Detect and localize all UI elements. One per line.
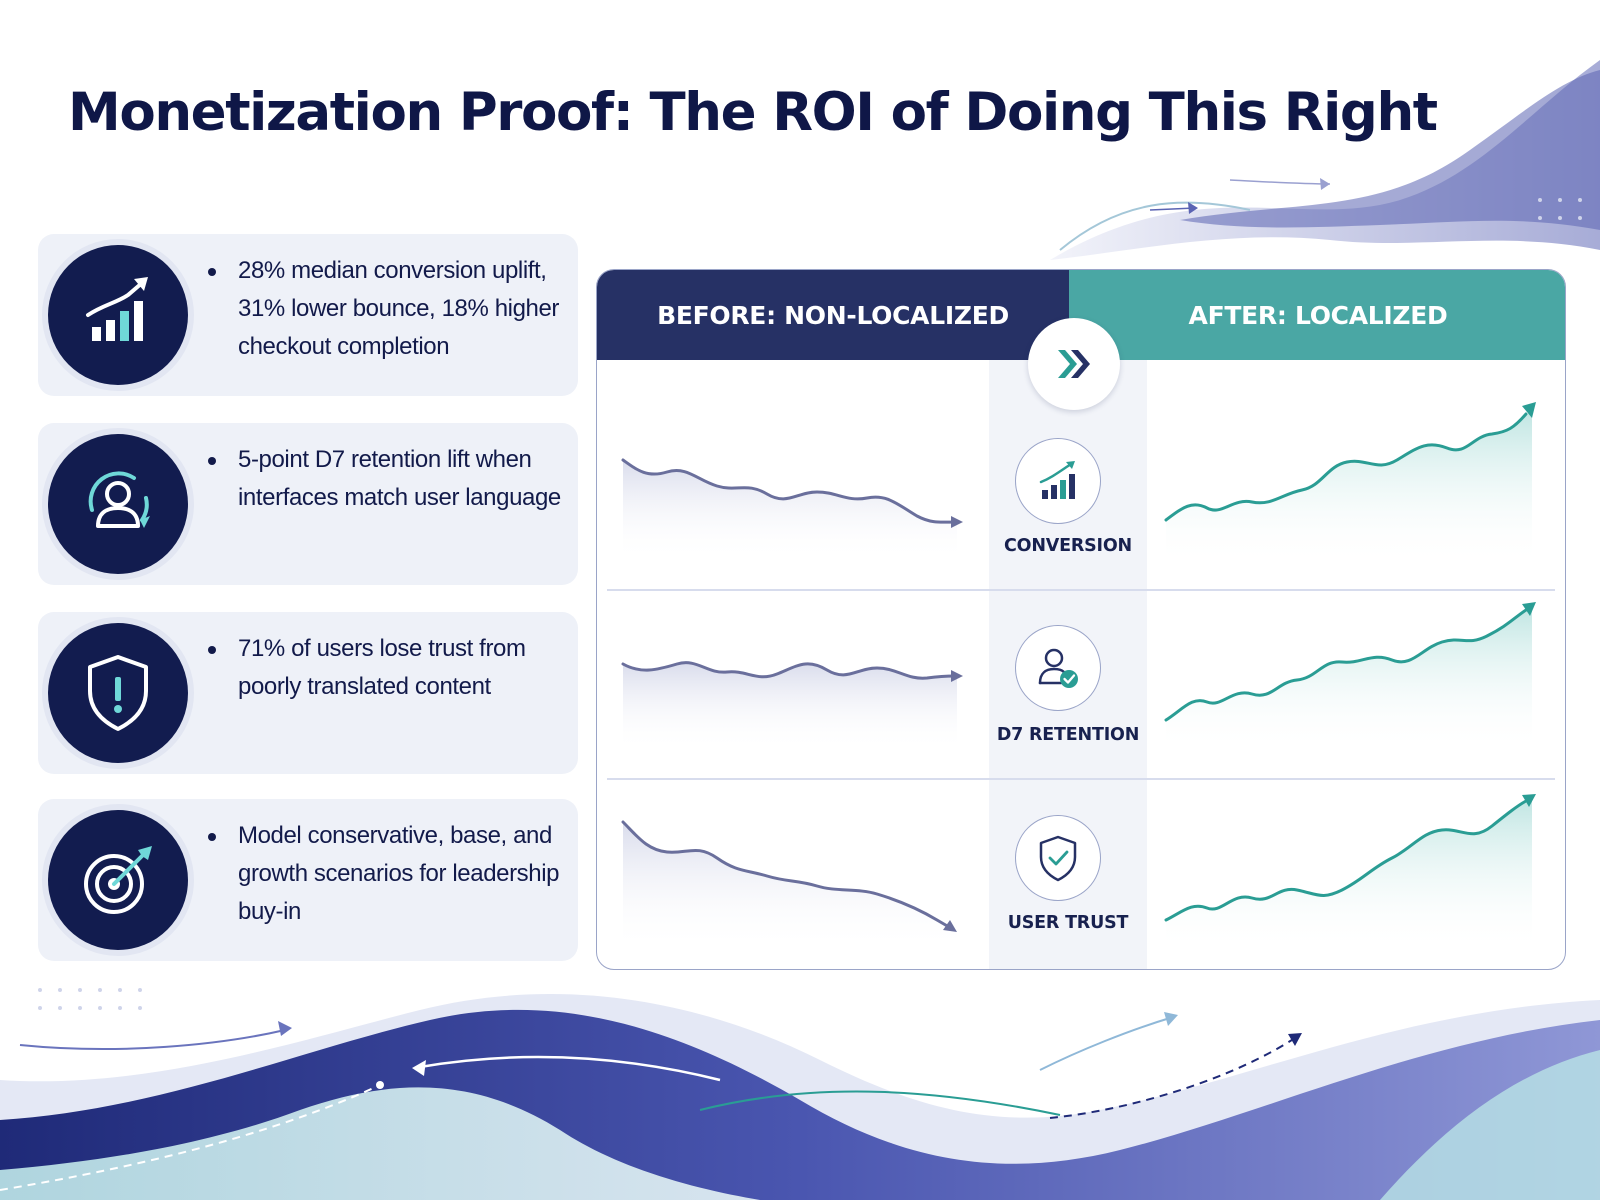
target-arrow-icon [48,810,188,950]
stat-text: 28% median conversion uplift, 31% lower … [238,257,560,360]
stat-card-conversion: 28% median conversion uplift, 31% lower … [38,234,578,396]
metric-label: D7 RETENTION [996,725,1140,745]
user-retention-icon [48,434,188,574]
stat-text: 5-point D7 retention lift when interface… [238,446,561,511]
before-after-badge [1028,318,1120,410]
metric-label: CONVERSION [1004,536,1132,556]
stat-card-retention: 5-point D7 retention lift when interface… [38,423,578,585]
bar-chart-growth-icon [48,245,188,385]
user-check-icon [1015,625,1101,711]
after-trend-conversion [1164,402,1536,565]
shield-check-icon [1015,815,1101,901]
page-title: Monetization Proof: The ROI of Doing Thi… [68,82,1438,143]
bullet [208,457,216,465]
stat-card-scenarios: Model conservative, base, and growth sce… [38,799,578,961]
row-divider [607,589,1555,591]
after-trend-retention [1164,602,1536,750]
before-trend-trust [621,820,957,950]
double-chevron-right-icon [1058,350,1090,378]
stat-card-trust: 71% of users lose trust from poorly tran… [38,612,578,774]
before-header: BEFORE: NON-LOCALIZED [597,270,1069,360]
shield-warning-icon [48,623,188,763]
metric-label: USER TRUST [1007,913,1129,933]
bar-chart-growth-icon [1015,438,1101,524]
before-trend-conversion [621,458,963,560]
stat-text: 71% of users lose trust from poorly tran… [238,635,526,700]
after-trend-trust [1164,794,1536,950]
after-header: AFTER: LOCALIZED [1069,270,1565,360]
bullet [208,268,216,276]
bullet [208,833,216,841]
row-divider [607,778,1555,780]
stat-text: Model conservative, base, and growth sce… [238,822,560,925]
bullet [208,646,216,654]
before-trend-retention [621,661,963,750]
